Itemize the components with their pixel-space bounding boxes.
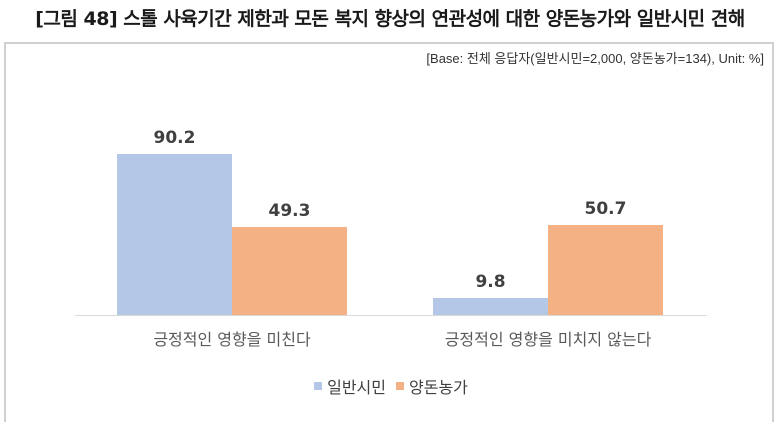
- bar-general-public-not-positive: [433, 298, 548, 316]
- legend-label: 양돈농가: [409, 378, 468, 397]
- legend-swatch-icon: [396, 382, 404, 390]
- figure-title: [그림 48] 스톨 사육기간 제한과 모돈 복지 향상의 연관성에 대한 양돈…: [35, 8, 745, 30]
- bar-pig-farmers-positive: [232, 227, 347, 316]
- legend-item-pig-farmers: 양돈농가: [396, 374, 468, 398]
- legend-item-general-public: 일반시민: [314, 374, 386, 398]
- category-label: 긍정적인 영향을 미치지 않는다: [444, 330, 652, 349]
- base-note: [Base: 전체 응답자(일반시민=2,000, 양돈농가=134), Uni…: [426, 51, 764, 66]
- bar-pig-farmers-not-positive: [548, 225, 663, 316]
- data-label: 49.3: [268, 201, 311, 221]
- legend: 일반시민 양돈농가: [6, 374, 776, 398]
- chart-area: [Base: 전체 응답자(일반시민=2,000, 양돈농가=134), Uni…: [4, 42, 774, 422]
- bar-general-public-positive: [117, 154, 232, 316]
- data-label: 50.7: [584, 199, 627, 219]
- data-label: 9.8: [475, 272, 506, 292]
- x-axis-line: [75, 315, 707, 316]
- legend-label: 일반시민: [327, 378, 386, 397]
- data-label: 90.2: [153, 128, 196, 148]
- category-label: 긍정적인 영향을 미친다: [153, 330, 311, 349]
- legend-swatch-icon: [314, 382, 323, 390]
